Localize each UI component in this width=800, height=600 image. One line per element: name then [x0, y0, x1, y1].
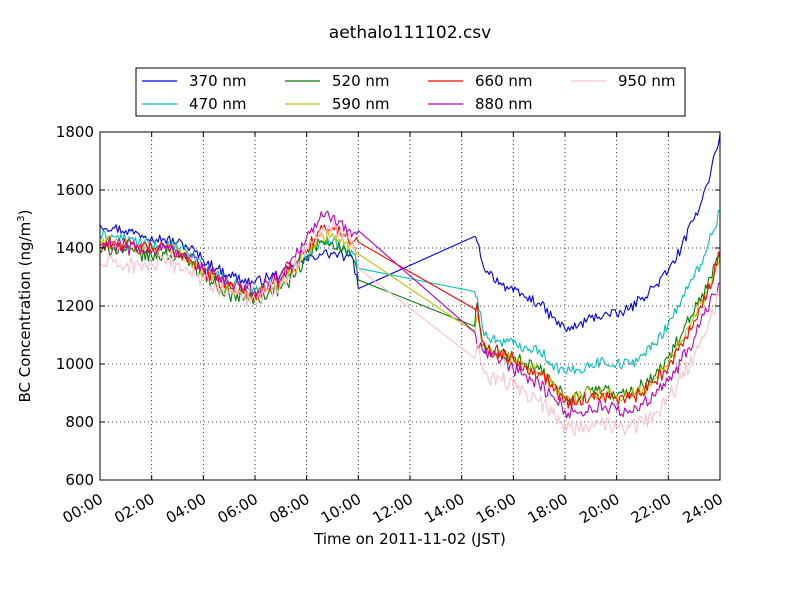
chart-title: aethalo111102.csv	[329, 23, 491, 43]
y-tick-label: 600	[65, 471, 94, 489]
y-tick-label: 1200	[56, 297, 94, 315]
legend-box	[135, 67, 686, 117]
y-axis-label-superscript: 3	[16, 215, 27, 221]
series-line-520-nm	[99, 238, 721, 406]
legend-label: 880 nm	[475, 95, 533, 113]
y-tick-label: 1000	[56, 355, 94, 373]
y-axis-label-end: )	[16, 210, 34, 216]
y-tick-label: 1400	[56, 239, 94, 257]
x-axis-label: Time on 2011-11-02 (JST)	[313, 530, 506, 548]
series-line-470-nm	[99, 209, 721, 375]
legend-label: 520 nm	[332, 72, 390, 90]
y-tick-labels: 600 800 1000 1200 1400 1600 1800	[56, 123, 94, 489]
series-layer	[99, 134, 721, 437]
y-tick-label: 1800	[56, 123, 94, 141]
legend-label: 660 nm	[475, 72, 533, 90]
legend-label: 950 nm	[618, 72, 676, 90]
series-line-590-nm	[99, 228, 721, 406]
axis-ticks	[99, 131, 721, 481]
y-axis-label-main: BC Concentration (ng/m	[16, 222, 34, 403]
legend-label: 470 nm	[189, 95, 247, 113]
legend-label: 590 nm	[332, 95, 390, 113]
y-tick-label: 1600	[56, 181, 94, 199]
series-line-880-nm	[99, 210, 721, 419]
legend: 370 nm 470 nm 520 nm 590 nm 660 nm 880 nm 950 …	[135, 67, 686, 117]
y-tick-label: 800	[65, 413, 94, 431]
series-line-950-nm	[99, 220, 721, 437]
legend-label: 370 nm	[189, 72, 247, 90]
y-axis-label: BC Concentration (ng/m3)	[16, 210, 34, 403]
